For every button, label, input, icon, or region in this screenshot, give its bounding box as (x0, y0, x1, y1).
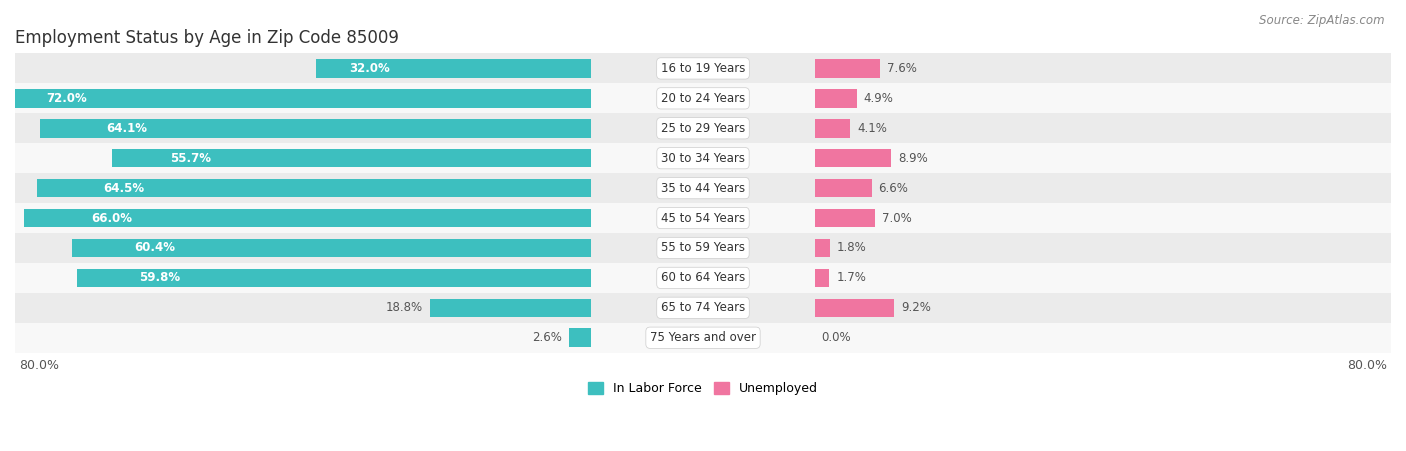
Text: 7.6%: 7.6% (887, 62, 917, 75)
Bar (15, 323, 1391, 353)
Bar (316, 59, 591, 78)
Bar (112, 149, 591, 167)
Bar (815, 269, 830, 287)
Text: 20 to 24 Years: 20 to 24 Years (661, 92, 745, 105)
Text: 16 to 19 Years: 16 to 19 Years (661, 62, 745, 75)
Text: 32.0%: 32.0% (349, 62, 389, 75)
Text: 18.8%: 18.8% (385, 301, 423, 314)
Text: 60 to 64 Years: 60 to 64 Years (661, 272, 745, 285)
Bar (15, 263, 1391, 293)
Bar (429, 299, 591, 317)
Text: 0.0%: 0.0% (821, 331, 851, 344)
Text: 1.7%: 1.7% (837, 272, 866, 285)
Text: 64.5%: 64.5% (103, 182, 145, 195)
Bar (815, 89, 856, 108)
Bar (24, 209, 591, 227)
Text: 35 to 44 Years: 35 to 44 Years (661, 182, 745, 195)
Bar (39, 119, 591, 138)
Text: 60.4%: 60.4% (134, 241, 176, 254)
Bar (15, 83, 1391, 113)
Legend: In Labor Force, Unemployed: In Labor Force, Unemployed (583, 377, 823, 400)
Bar (15, 54, 1391, 83)
Text: 25 to 29 Years: 25 to 29 Years (661, 122, 745, 135)
Bar (815, 209, 875, 227)
Bar (15, 293, 1391, 323)
Text: 8.9%: 8.9% (898, 152, 928, 165)
Bar (15, 113, 1391, 143)
Bar (815, 299, 894, 317)
Text: 45 to 54 Years: 45 to 54 Years (661, 212, 745, 225)
Text: 66.0%: 66.0% (91, 212, 132, 225)
Bar (77, 269, 591, 287)
Bar (72, 239, 591, 257)
Text: 6.6%: 6.6% (879, 182, 908, 195)
Text: 2.6%: 2.6% (531, 331, 562, 344)
Text: 4.1%: 4.1% (856, 122, 887, 135)
Bar (15, 203, 1391, 233)
Text: 59.8%: 59.8% (139, 272, 180, 285)
Text: Source: ZipAtlas.com: Source: ZipAtlas.com (1260, 14, 1385, 27)
Text: 1.8%: 1.8% (837, 241, 868, 254)
Text: 75 Years and over: 75 Years and over (650, 331, 756, 344)
Bar (815, 239, 831, 257)
Text: 80.0%: 80.0% (1347, 359, 1386, 372)
Bar (15, 143, 1391, 173)
Bar (815, 119, 851, 138)
Text: 30 to 34 Years: 30 to 34 Years (661, 152, 745, 165)
Bar (815, 59, 880, 78)
Text: 72.0%: 72.0% (46, 92, 87, 105)
Text: 9.2%: 9.2% (901, 301, 931, 314)
Bar (15, 173, 1391, 203)
Bar (37, 179, 591, 198)
Text: Employment Status by Age in Zip Code 85009: Employment Status by Age in Zip Code 850… (15, 29, 399, 47)
Bar (815, 149, 891, 167)
Bar (15, 233, 1391, 263)
Text: 55.7%: 55.7% (170, 152, 211, 165)
Bar (0, 89, 591, 108)
Text: 65 to 74 Years: 65 to 74 Years (661, 301, 745, 314)
Text: 4.9%: 4.9% (863, 92, 894, 105)
Bar (569, 328, 591, 347)
Bar (815, 179, 872, 198)
Text: 64.1%: 64.1% (105, 122, 148, 135)
Text: 55 to 59 Years: 55 to 59 Years (661, 241, 745, 254)
Text: 80.0%: 80.0% (20, 359, 59, 372)
Text: 7.0%: 7.0% (882, 212, 911, 225)
